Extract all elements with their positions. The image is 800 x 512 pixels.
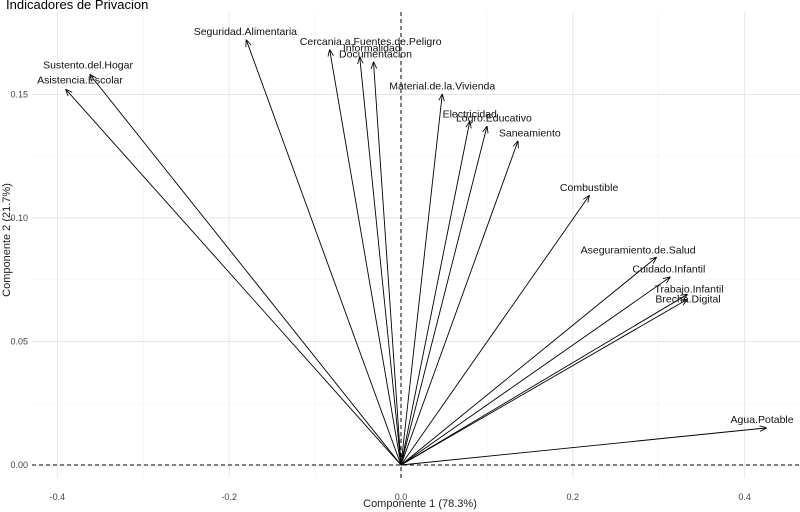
x-tick-label: -0.4 [50, 492, 66, 502]
label-material-de-la-vivienda: Material.de.la.Vivienda [389, 81, 495, 93]
vector-cercania-a-fuentes-de-peligro [330, 50, 402, 466]
label-documentacion: Documentacion [339, 48, 412, 60]
vector-trabajo-infantil [400, 295, 687, 466]
label-asistencia-escolar: Asistencia.Escolar [37, 75, 123, 87]
x-tick-label: 0.4 [738, 492, 751, 502]
y-axis-title: Componente 2 (21.7%) [1, 183, 13, 297]
zero-lines [32, 12, 800, 478]
loading-vectors [66, 40, 766, 466]
x-tick-label: 0.2 [567, 492, 580, 502]
vector-combustible [400, 196, 589, 466]
label-logro-educativo: Logro.Educativo [456, 113, 532, 125]
tick-labels: -0.4 -0.2 0.0 0.2 0.4 0.00 0.05 0.10 0.15 [10, 90, 750, 503]
vector-brecha-digital [400, 300, 687, 466]
label-informalidad: Informalidad [343, 42, 401, 54]
label-combustible: Combustible [560, 182, 619, 194]
label-cuidado-infantil: Cuidado.Infantil [632, 263, 705, 275]
label-sustento-del-hogar: Sustento.del.Hogar [43, 60, 133, 72]
vector-agua-potable [400, 428, 766, 466]
vector-documentacion [374, 62, 402, 466]
vector-aseguramiento-de-salud [400, 258, 656, 466]
y-tick-label: 0.10 [10, 213, 28, 223]
vector-labels: Sustento.del.Hogar Asistencia.Escolar Segu… [37, 26, 794, 426]
x-tick-label: -0.2 [221, 492, 237, 502]
label-trabajo-infantil: Trabajo.Infantil [655, 284, 724, 296]
label-agua-potable: Agua.Potable [731, 414, 794, 426]
vector-asistencia-escolar [66, 90, 402, 466]
x-tick-label: 0.0 [395, 492, 408, 502]
label-brecha-digital: Brecha.Digital [655, 294, 720, 306]
vector-seguridad-alimentaria [246, 40, 402, 466]
label-cercania-a-fuentes-de-peligro: Cercania.a.Fuentes.de.Peligro [300, 36, 442, 48]
vector-cuidado-infantil [400, 277, 670, 466]
y-tick-label: 0.15 [10, 90, 28, 100]
label-seguridad-alimentaria: Seguridad.Alimentaria [194, 26, 297, 38]
y-tick-label: 0.05 [10, 337, 28, 347]
x-axis-title: Componente 1 (78.3%) [363, 498, 477, 510]
vector-electricidad [400, 122, 470, 466]
label-electricidad: Electricidad [443, 109, 497, 121]
vector-sustento-del-hogar [90, 75, 402, 466]
y-tick-label: 0.00 [10, 460, 28, 470]
vector-saneamiento [400, 141, 518, 466]
label-saneamiento: Saneamiento [499, 127, 561, 139]
chart-title: Indicadores de Privacion [6, 0, 148, 12]
vector-material-de-la-vivienda [400, 95, 442, 466]
vector-logro-educativo [400, 127, 487, 466]
vector-informalidad [360, 57, 402, 466]
label-aseguramiento-de-salud: Aseguramiento.de.Salud [581, 245, 696, 257]
